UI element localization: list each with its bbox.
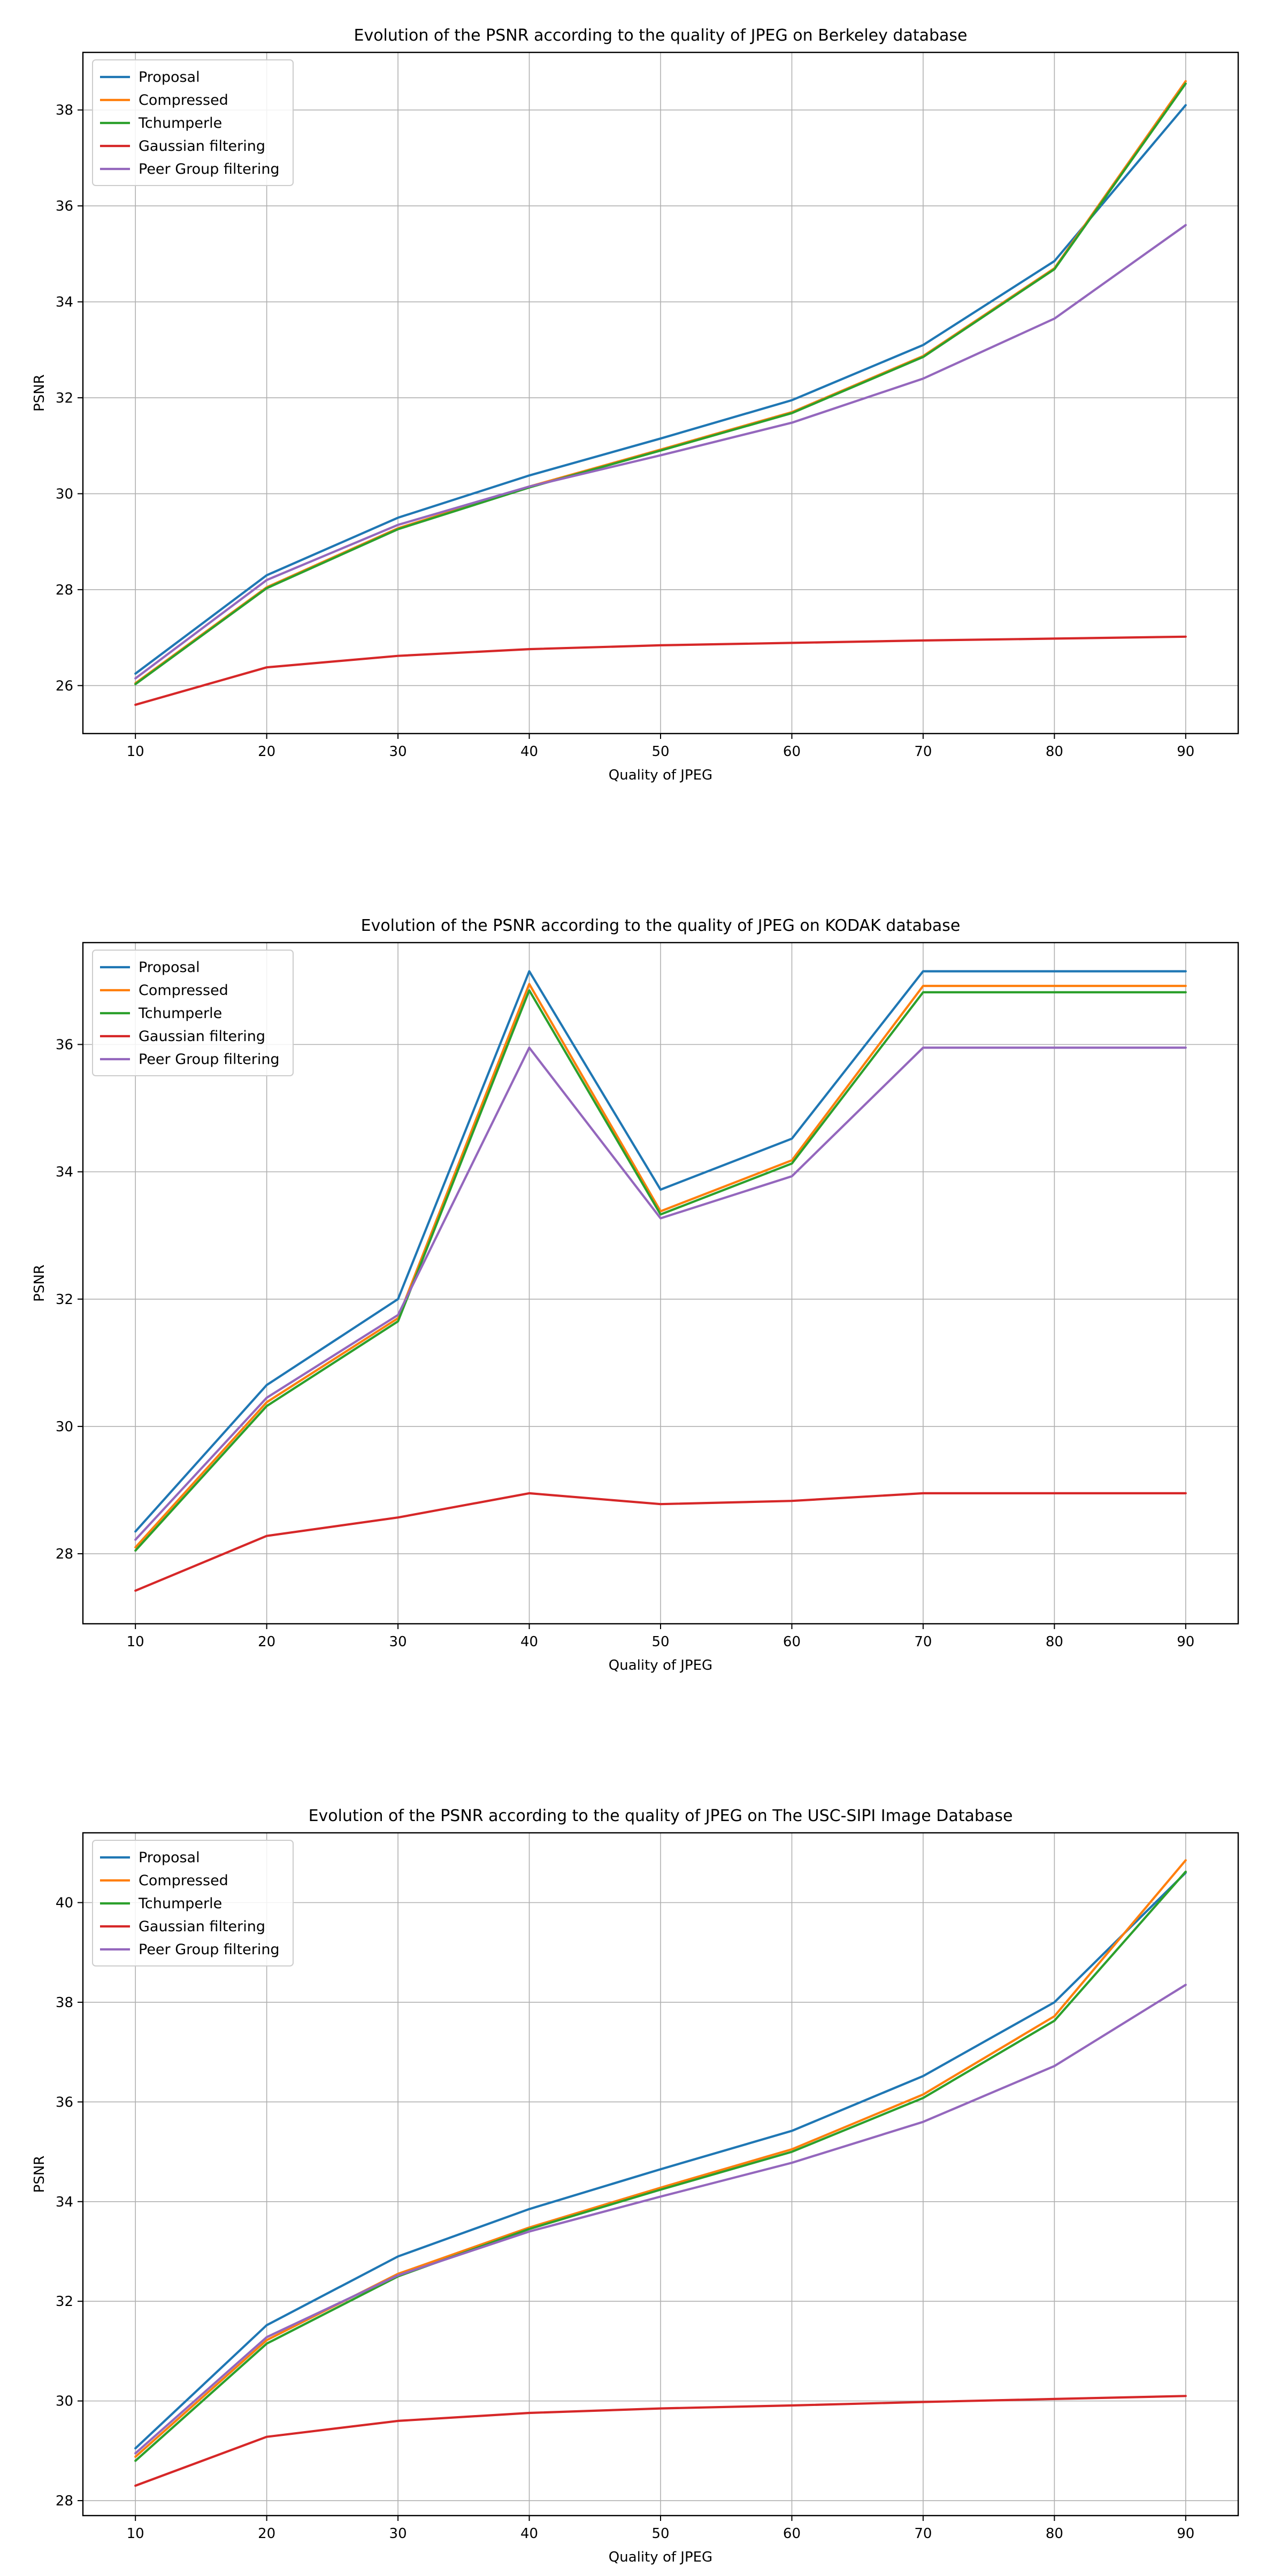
legend-box xyxy=(92,950,294,1076)
x-tick-label: 20 xyxy=(258,744,275,760)
x-tick-label: 20 xyxy=(258,2526,275,2542)
chart-1: 10 20 30 40 50 60 70 80 90 26 28 30 32 34 36 38 Evolutio… xyxy=(32,26,1239,783)
legend-label: Gaussian filtering xyxy=(139,1028,265,1045)
series-line-peer-group-filtering xyxy=(134,1046,1187,1541)
series-line-tchumperle xyxy=(134,1870,1187,2462)
x-tick-label: 60 xyxy=(783,1634,801,1650)
x-tick-label: 80 xyxy=(1046,2526,1063,2542)
y-tick-label: 36 xyxy=(56,1037,73,1053)
x-tick-label: 10 xyxy=(127,1634,144,1650)
x-tick-label: 40 xyxy=(520,1634,538,1650)
chart-title: Evolution of the PSNR according to the q… xyxy=(354,26,967,45)
x-tick-label: 40 xyxy=(520,2526,538,2542)
x-tick-label: 60 xyxy=(783,744,801,760)
series-line-gaussian-filtering xyxy=(134,1492,1187,1592)
x-tick-label: 30 xyxy=(389,1634,407,1650)
y-tick-label: 26 xyxy=(56,678,73,694)
series-line-proposal xyxy=(134,1871,1187,2450)
legend-label: Peer Group filtering xyxy=(139,161,280,178)
y-tick-label: 30 xyxy=(56,1419,73,1435)
x-tick-label: 50 xyxy=(651,1634,669,1650)
series-line-peer-group-filtering xyxy=(134,223,1187,680)
legend-label: Gaussian filtering xyxy=(139,1918,265,1935)
series-line-compressed xyxy=(134,1859,1187,2458)
x-tick-label: 80 xyxy=(1046,744,1063,760)
legend-box xyxy=(92,1840,294,1966)
x-tick-label: 80 xyxy=(1046,1634,1063,1650)
x-tick-label: 70 xyxy=(914,1634,932,1650)
x-tick-label: 60 xyxy=(783,2526,801,2542)
legend-label: Gaussian filtering xyxy=(139,138,265,155)
x-tick-label: 40 xyxy=(520,744,538,760)
x-tick-label: 30 xyxy=(389,2526,407,2542)
chart-title: Evolution of the PSNR according to the q… xyxy=(309,1807,1013,1825)
y-tick-label: 38 xyxy=(56,1995,73,2011)
legend: Proposal Compressed Tchumperle Gaussian fil… xyxy=(92,950,294,1076)
series-line-tchumperle xyxy=(134,82,1187,685)
y-axis-label: PSNR xyxy=(32,1264,48,1302)
chart-2: 10 20 30 40 50 60 70 80 90 28 30 32 34 36 Evolution of… xyxy=(32,916,1239,1673)
legend-label: Proposal xyxy=(139,959,200,976)
legend-label: Peer Group filtering xyxy=(139,1941,280,1958)
x-tick-label: 90 xyxy=(1177,744,1194,760)
x-tick-label: 70 xyxy=(914,744,932,760)
chart-title: Evolution of the PSNR according to the q… xyxy=(361,916,961,935)
x-axis-label: Quality of JPEG xyxy=(609,767,712,783)
x-tick-label: 10 xyxy=(127,2526,144,2542)
x-tick-label: 50 xyxy=(651,744,669,760)
y-tick-label: 30 xyxy=(56,486,73,502)
y-tick-label: 38 xyxy=(56,103,73,119)
x-axis-label: Quality of JPEG xyxy=(609,2549,712,2565)
legend: Proposal Compressed Tchumperle Gaussian fil… xyxy=(92,59,294,186)
y-tick-label: 28 xyxy=(56,582,73,598)
y-tick-label: 32 xyxy=(56,2294,73,2310)
series-line-gaussian-filtering xyxy=(134,635,1187,706)
x-tick-label: 30 xyxy=(389,744,407,760)
series-line-peer-group-filtering xyxy=(134,1984,1187,2455)
y-tick-label: 34 xyxy=(56,2194,73,2210)
legend-label: Tchumperle xyxy=(138,115,222,132)
y-tick-label: 34 xyxy=(56,1164,73,1181)
legend-label: Proposal xyxy=(139,1849,200,1866)
y-axis-label: PSNR xyxy=(32,374,48,412)
legend-label: Compressed xyxy=(139,1872,228,1889)
y-tick-label: 40 xyxy=(56,1895,73,1911)
legend-label: Peer Group filtering xyxy=(139,1051,280,1068)
legend-label: Compressed xyxy=(139,92,228,109)
x-tick-label: 90 xyxy=(1177,1634,1194,1650)
series-line-compressed xyxy=(134,983,1187,1549)
legend-label: Compressed xyxy=(139,982,228,999)
series-line-gaussian-filtering xyxy=(134,2395,1187,2487)
chart-3: 10 20 30 40 50 60 70 80 90 28 30 32 34 36 38 40 Evolutio… xyxy=(32,1807,1239,2565)
y-tick-label: 36 xyxy=(56,2094,73,2110)
series-line-tchumperle xyxy=(134,989,1187,1552)
y-tick-label: 32 xyxy=(56,1292,73,1308)
x-axis-label: Quality of JPEG xyxy=(609,1657,712,1673)
legend: Proposal Compressed Tchumperle Gaussian fil… xyxy=(92,1840,294,1966)
series-line-proposal xyxy=(134,970,1187,1533)
y-tick-label: 34 xyxy=(56,295,73,311)
series-line-proposal xyxy=(134,104,1187,675)
legend-label: Proposal xyxy=(139,69,200,86)
x-tick-label: 70 xyxy=(914,2526,932,2542)
legend-label: Tchumperle xyxy=(138,1005,222,1022)
y-tick-label: 32 xyxy=(56,390,73,406)
y-axis-label: PSNR xyxy=(32,2156,48,2193)
x-tick-label: 50 xyxy=(651,2526,669,2542)
y-tick-label: 28 xyxy=(56,1546,73,1562)
y-tick-label: 36 xyxy=(56,198,73,214)
x-tick-label: 20 xyxy=(258,1634,275,1650)
y-tick-label: 30 xyxy=(56,2394,73,2410)
y-tick-label: 28 xyxy=(56,2493,73,2509)
x-tick-label: 90 xyxy=(1177,2526,1194,2542)
legend-box xyxy=(92,59,294,186)
legend-label: Tchumperle xyxy=(138,1895,222,1912)
x-tick-label: 10 xyxy=(127,744,144,760)
